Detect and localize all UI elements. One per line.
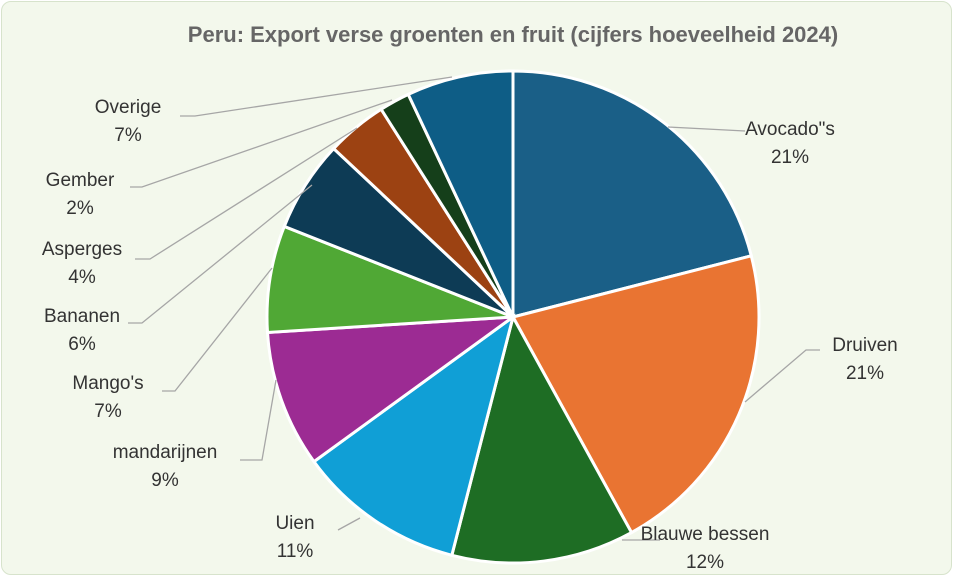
slice-label: Asperges: [42, 239, 122, 260]
slice-label: Mango's: [72, 373, 143, 394]
slice-value-label: 7%: [114, 125, 142, 146]
leader-line: [337, 517, 361, 531]
slice-label: mandarijnen: [113, 442, 218, 463]
slice-label: Gember: [46, 170, 115, 191]
pie-slice: [449, 312, 634, 565]
leader-line: [128, 184, 313, 324]
slice-label: Blauwe bessen: [641, 524, 770, 545]
slice-value-label: 11%: [277, 541, 314, 562]
slice-value-label: 4%: [68, 267, 96, 288]
leader-line: [130, 99, 393, 188]
slice-value-label: 21%: [846, 363, 884, 384]
chart-title: Peru: Export verse groenten en fruit (ci…: [187, 22, 839, 47]
slice-label: Bananen: [44, 306, 120, 327]
leader-line: [240, 379, 277, 461]
slice-label: Uien: [275, 513, 314, 534]
slice-value-label: 7%: [94, 401, 122, 422]
leader-line: [180, 76, 453, 117]
slice-label: Druiven: [832, 335, 897, 356]
pie-slice: [265, 315, 519, 464]
pie-slice: [510, 253, 761, 535]
slice-value-label: 12%: [686, 552, 724, 573]
pie-slice: [511, 69, 754, 319]
pie-slice: [265, 224, 514, 335]
slice-label: Overige: [95, 97, 162, 118]
leader-line: [162, 267, 273, 392]
leader-line: [744, 349, 820, 403]
pie-slice: [311, 313, 516, 558]
slice-label: Avocado"s: [745, 119, 835, 140]
leader-line: [667, 126, 746, 132]
slice-value-label: 9%: [151, 470, 179, 491]
slice-value-label: 21%: [771, 147, 809, 168]
slice-value-label: 6%: [68, 334, 96, 355]
pie-slice: [406, 69, 515, 318]
leader-line: [135, 127, 358, 260]
slice-value-label: 2%: [66, 198, 94, 219]
